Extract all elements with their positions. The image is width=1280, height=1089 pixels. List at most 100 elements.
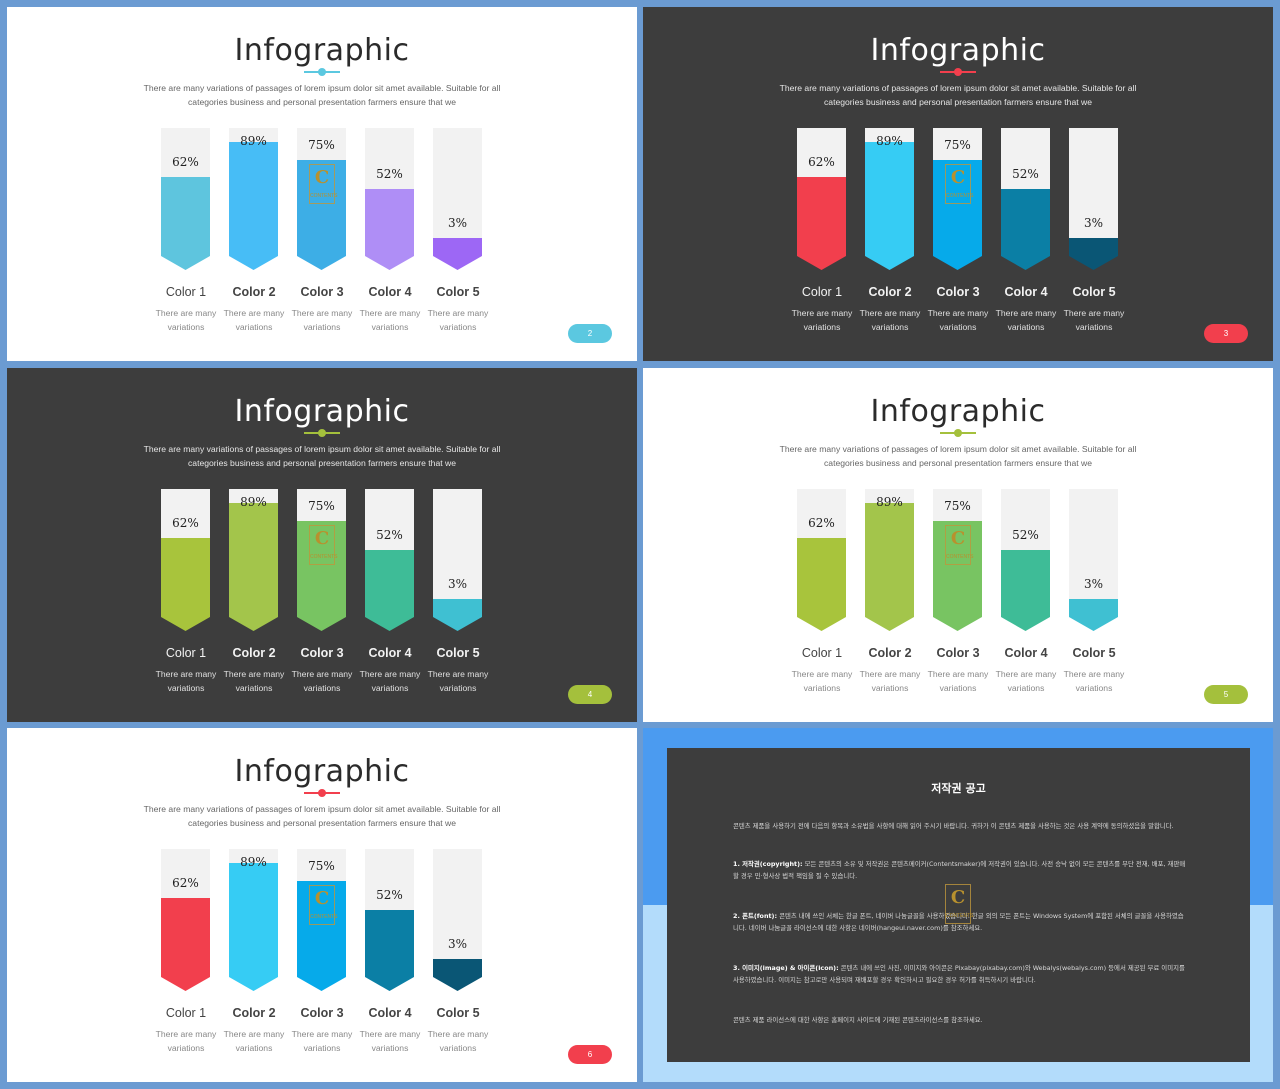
bar-description: There are many variations xyxy=(427,308,489,332)
bar-description: There are many variations xyxy=(791,669,853,693)
bar-description: There are many variations xyxy=(223,308,285,332)
bar-description: There are many variations xyxy=(223,669,285,693)
bar-fill xyxy=(433,238,482,270)
notice-paragraph: 2. 폰트(font): 콘텐츠 내에 쓰인 서체는 한글 폰트, 네이버 나눔… xyxy=(733,910,1187,934)
bar-value-label: 52% xyxy=(376,528,403,542)
bar-fill xyxy=(933,521,982,631)
bar-fill xyxy=(797,177,846,270)
bar-value-label: 75% xyxy=(944,499,971,513)
bar-track xyxy=(433,849,482,977)
bar-value-label: 89% xyxy=(240,495,267,509)
slide-subtitle: There are many variations of passages of… xyxy=(143,83,501,107)
bar-description: There are many variations xyxy=(291,1029,353,1053)
page-number: 6 xyxy=(568,1045,612,1064)
bar-fill xyxy=(297,881,346,991)
bar-value-label: 89% xyxy=(876,495,903,509)
slide-subtitle: There are many variations of passages of… xyxy=(143,444,501,468)
bar-category-label: Color 3 xyxy=(936,646,980,660)
bar-column: 62% xyxy=(797,489,846,633)
title-divider xyxy=(304,68,340,76)
bar-category-label: Color 4 xyxy=(368,1006,412,1020)
bar-column: 75% xyxy=(933,128,982,272)
bar-description: There are many variations xyxy=(927,308,989,332)
bar-column: 89% xyxy=(865,489,914,633)
watermark-logo: C CONTENTS xyxy=(945,525,974,565)
bar-fill xyxy=(161,177,210,270)
bar-column: 3% xyxy=(433,128,482,272)
bar-description: There are many variations xyxy=(155,1029,217,1053)
slide-title: Infographic xyxy=(870,33,1046,68)
bar-category-label: Color 1 xyxy=(801,285,843,299)
slide-4: Infographic There are many variations of… xyxy=(643,368,1273,722)
bar-description: There are many variations xyxy=(1063,308,1125,332)
bar-description: There are many variations xyxy=(859,669,921,693)
watermark-text: CONTENTS xyxy=(310,914,338,920)
bar-category-label: Color 3 xyxy=(300,1006,344,1020)
bar-description: There are many variations xyxy=(427,1029,489,1053)
bar-column: 75% xyxy=(933,489,982,633)
bar-column: 62% xyxy=(161,849,210,993)
bar-category-label: Color 3 xyxy=(936,285,980,299)
bar-column: 75% xyxy=(297,128,346,272)
bar-value-label: 3% xyxy=(447,577,468,591)
watermark-text: CONTENTS xyxy=(946,193,974,199)
slide-title: Infographic xyxy=(234,33,410,68)
bar-category-label: Color 3 xyxy=(300,646,344,660)
bar-fill xyxy=(1069,238,1118,270)
page-number: 2 xyxy=(568,324,612,343)
watermark-letter: C xyxy=(950,167,966,188)
bar-column: 62% xyxy=(797,128,846,272)
bar-track xyxy=(1069,128,1118,256)
slide-title: Infographic xyxy=(870,394,1046,429)
bar-fill xyxy=(797,538,846,631)
notice-text: 콘텐츠 내에 쓰인 사진, 이미지와 아이콘은 Pixabay(pixabay.… xyxy=(733,964,1185,984)
bar-fill xyxy=(433,599,482,631)
slide-subtitle: There are many variations of passages of… xyxy=(779,444,1137,468)
bar-column: 62% xyxy=(161,128,210,272)
bar-category-label: Color 3 xyxy=(300,285,344,299)
watermark-letter: C xyxy=(950,528,966,549)
bar-category-label: Color 4 xyxy=(1004,285,1048,299)
bar-value-label: 3% xyxy=(1083,216,1104,230)
notice-text: 콘텐츠 내에 쓰인 서체는 한글 폰트, 네이버 나눔글꼴을 사용하였습니다. … xyxy=(733,912,1184,932)
watermark-logo: C CONTENTS xyxy=(309,164,338,204)
bar-column: 89% xyxy=(229,489,278,633)
bar-fill xyxy=(365,189,414,270)
bar-value-label: 75% xyxy=(308,499,335,513)
bar-fill xyxy=(297,521,346,631)
bar-description: There are many variations xyxy=(995,308,1057,332)
bar-fill xyxy=(365,550,414,631)
bar-column: 3% xyxy=(433,489,482,633)
bar-category-label: Color 5 xyxy=(436,646,480,660)
bar-value-label: 62% xyxy=(808,516,835,530)
bar-track xyxy=(1069,489,1118,617)
bar-column: 52% xyxy=(1001,489,1050,633)
bar-fill xyxy=(1001,550,1050,631)
watermark-letter: C xyxy=(950,887,966,908)
notice-paragraph: 3. 이미지(image) & 아이콘(icon): 콘텐츠 내에 쓰인 사진,… xyxy=(733,962,1187,986)
bar-category-label: Color 1 xyxy=(165,285,207,299)
bar-value-label: 75% xyxy=(308,859,335,873)
title-divider xyxy=(304,789,340,797)
bar-category-label: Color 5 xyxy=(436,1006,480,1020)
bar-column: 89% xyxy=(865,128,914,272)
page-number: 3 xyxy=(1204,324,1248,343)
bar-description: There are many variations xyxy=(359,669,421,693)
slide-subtitle: There are many variations of passages of… xyxy=(779,83,1137,107)
bar-category-label: Color 2 xyxy=(868,285,912,299)
watermark-letter: C xyxy=(314,528,330,549)
divider-dot xyxy=(954,68,962,76)
copyright-notice-slide: 저작권 공고 콘텐츠 제품을 사용하기 전에 다음의 항목과 소유법을 사항에 … xyxy=(643,728,1273,1082)
bar-value-label: 52% xyxy=(1012,528,1039,542)
bar-category-label: Color 2 xyxy=(232,646,276,660)
bar-fill xyxy=(365,910,414,991)
bar-value-label: 52% xyxy=(1012,167,1039,181)
bar-fill xyxy=(1069,599,1118,631)
bar-category-label: Color 1 xyxy=(165,646,207,660)
slide-5: Infographic There are many variations of… xyxy=(7,728,637,1082)
watermark-letter: C xyxy=(314,888,330,909)
notice-heading: 1. 저작권(copyright): xyxy=(733,860,803,868)
watermark-logo: C CONTENTS xyxy=(309,525,338,565)
bar-value-label: 62% xyxy=(172,155,199,169)
bar-column: 89% xyxy=(229,849,278,993)
